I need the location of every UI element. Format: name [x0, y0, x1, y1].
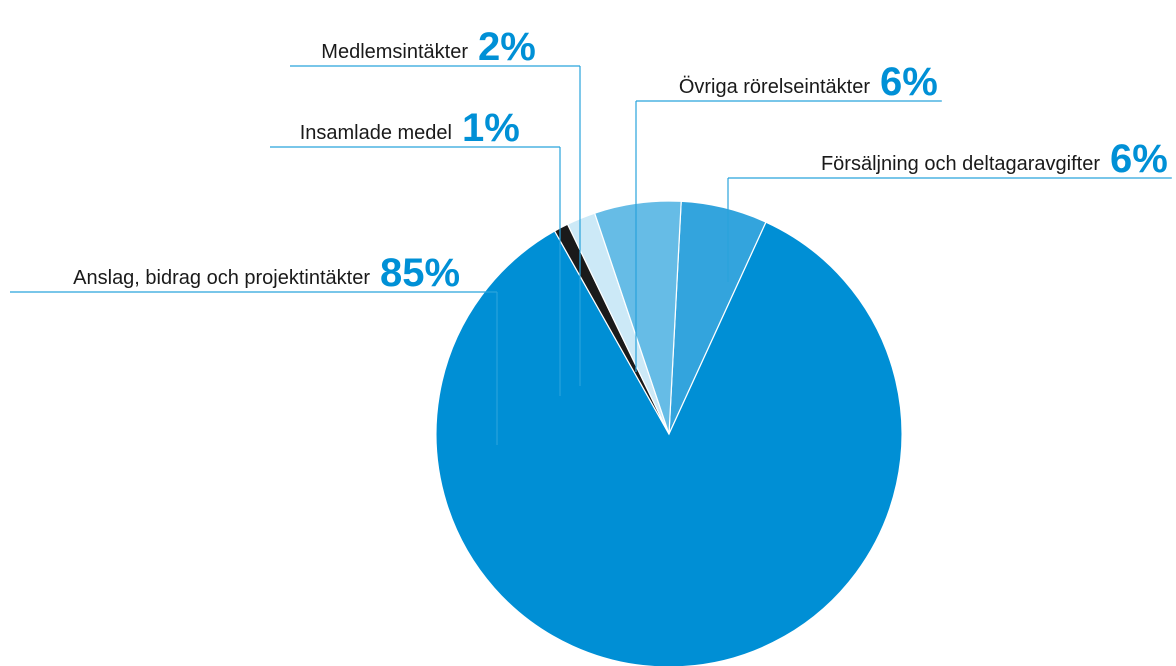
slice-label: Försäljning och deltagaravgifter: [821, 153, 1100, 175]
pct-label: 85%: [380, 251, 460, 295]
pct-label: 6%: [880, 60, 938, 104]
slice-label: Anslag, bidrag och projektintäkter: [73, 267, 370, 289]
pct-label: 6%: [1110, 137, 1168, 181]
slice-label: Övriga rörelseintäkter: [679, 76, 871, 98]
pie-slice: [435, 221, 903, 666]
slice-label: Insamlade medel: [300, 122, 452, 144]
pie-slice: [593, 200, 682, 435]
pct-label: 1%: [462, 106, 520, 150]
slice-label: Medlemsintäkter: [321, 41, 468, 63]
pct-label: 2%: [478, 25, 536, 69]
